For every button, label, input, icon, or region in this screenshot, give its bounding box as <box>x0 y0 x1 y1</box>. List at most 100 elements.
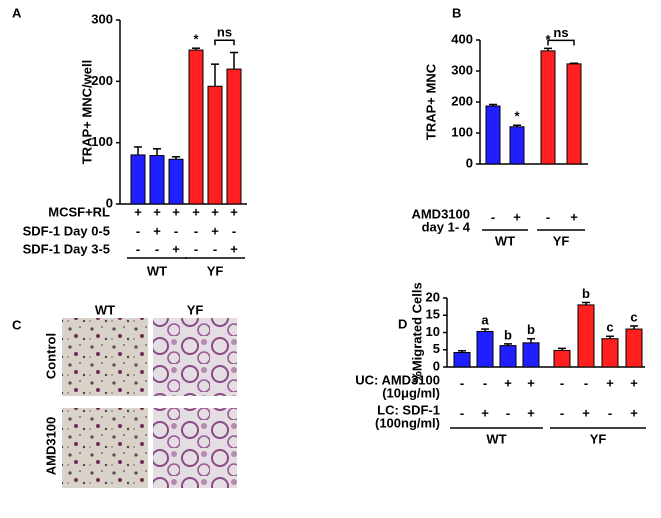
condition-sign: - <box>491 209 495 224</box>
condition-sign: - <box>506 405 510 420</box>
group-label: YF <box>553 233 570 248</box>
panel-letter: C <box>12 317 22 332</box>
y-axis-label: TRAP+ MNC <box>423 63 438 140</box>
panel-c: C WT YF Control AMD3100 <box>12 302 237 488</box>
condition-sign: + <box>211 204 219 219</box>
condition-sign: + <box>192 204 200 219</box>
bar <box>476 330 494 368</box>
condition-sign: + <box>172 204 180 219</box>
column-label: WT <box>95 302 115 317</box>
bar <box>553 349 571 368</box>
bar <box>130 154 146 205</box>
bar <box>522 342 540 368</box>
condition-sign: - <box>608 405 612 420</box>
bar <box>509 126 525 165</box>
annotation: * <box>193 32 199 47</box>
y-axis-label: %Migrated Cells <box>409 282 424 382</box>
condition-sign: + <box>153 204 161 219</box>
condition-label: UC: AMD3100 <box>355 372 440 387</box>
annotation: * <box>545 32 551 47</box>
condition-sign: - <box>194 223 198 238</box>
group-label: WT <box>486 431 506 446</box>
condition-sign: + <box>230 204 238 219</box>
condition-label: AMD3100 <box>411 206 470 221</box>
condition-sign: + <box>481 405 489 420</box>
condition-sign: + <box>630 405 638 420</box>
bar <box>207 85 223 205</box>
condition-sign: - <box>460 375 464 390</box>
bar <box>499 345 517 368</box>
annotation: a <box>481 312 489 327</box>
group-label: WT <box>147 263 167 278</box>
bracket <box>547 39 575 46</box>
condition-sign: - <box>136 223 140 238</box>
condition-sign: - <box>584 375 588 390</box>
condition-sign: - <box>155 241 159 256</box>
condition-sign: + <box>570 209 578 224</box>
bar <box>188 49 204 205</box>
condition-sign: - <box>560 375 564 390</box>
group-label: WT <box>495 233 515 248</box>
bar <box>577 304 595 368</box>
annotation: c <box>630 309 637 324</box>
y-tick-label: 20 <box>426 289 440 304</box>
condition-sign: + <box>630 375 638 390</box>
y-tick-label: 0 <box>433 358 440 373</box>
bar <box>566 63 582 165</box>
y-tick-label: 200 <box>451 93 473 108</box>
annotation: b <box>582 286 590 301</box>
micrograph <box>153 318 237 396</box>
condition-sign: + <box>134 204 142 219</box>
bar <box>226 68 242 205</box>
y-tick-label: 10 <box>426 324 440 339</box>
row-label: Control <box>43 333 58 379</box>
condition-sign: + <box>504 375 512 390</box>
y-tick-label: 15 <box>426 307 440 322</box>
group-label: YF <box>207 263 224 278</box>
y-tick-label: 300 <box>451 62 473 77</box>
bar <box>485 105 501 165</box>
y-tick-label: 100 <box>91 134 113 149</box>
bar <box>168 158 184 205</box>
condition-sign: - <box>194 241 198 256</box>
condition-sign: + <box>153 223 161 238</box>
condition-label: MCSF+RL <box>48 204 110 219</box>
condition-sign: + <box>211 223 219 238</box>
y-tick-label: 0 <box>466 155 473 170</box>
condition-sign: - <box>560 405 564 420</box>
bar <box>149 155 165 205</box>
condition-sign: + <box>230 241 238 256</box>
y-tick-label: 100 <box>451 124 473 139</box>
condition-sign: + <box>527 405 535 420</box>
y-tick-label: 5 <box>433 341 440 356</box>
annotation: b <box>504 327 512 342</box>
bar <box>601 338 619 368</box>
condition-label: SDF-1 Day 0-5 <box>23 223 110 238</box>
micrograph <box>153 408 237 488</box>
condition-label: SDF-1 Day 3-5 <box>23 241 110 256</box>
panel-letter: A <box>12 5 22 20</box>
condition-sign: + <box>606 375 614 390</box>
y-axis-label: TRAP+ MNC/well <box>79 60 94 164</box>
condition-sign: - <box>546 209 550 224</box>
y-tick-label: 0 <box>106 195 113 210</box>
y-tick-label: 200 <box>91 73 113 88</box>
condition-sign: - <box>460 405 464 420</box>
group-label: YF <box>590 431 607 446</box>
bar <box>625 328 643 368</box>
panel-letter: D <box>398 316 407 331</box>
condition-sign: + <box>513 209 521 224</box>
annotation: c <box>606 320 613 335</box>
row-label: AMD3100 <box>43 417 58 476</box>
bar <box>540 50 556 165</box>
condition-sign: - <box>136 241 140 256</box>
condition-label: (100ng/ml) <box>375 415 440 430</box>
condition-label: LC: SDF-1 <box>377 402 440 417</box>
micrograph <box>62 318 148 396</box>
y-tick-label: 300 <box>91 11 113 26</box>
column-label: YF <box>187 302 204 317</box>
bracket-label: ns <box>553 25 568 40</box>
bracket-label: ns <box>217 25 232 40</box>
bar <box>453 352 471 368</box>
